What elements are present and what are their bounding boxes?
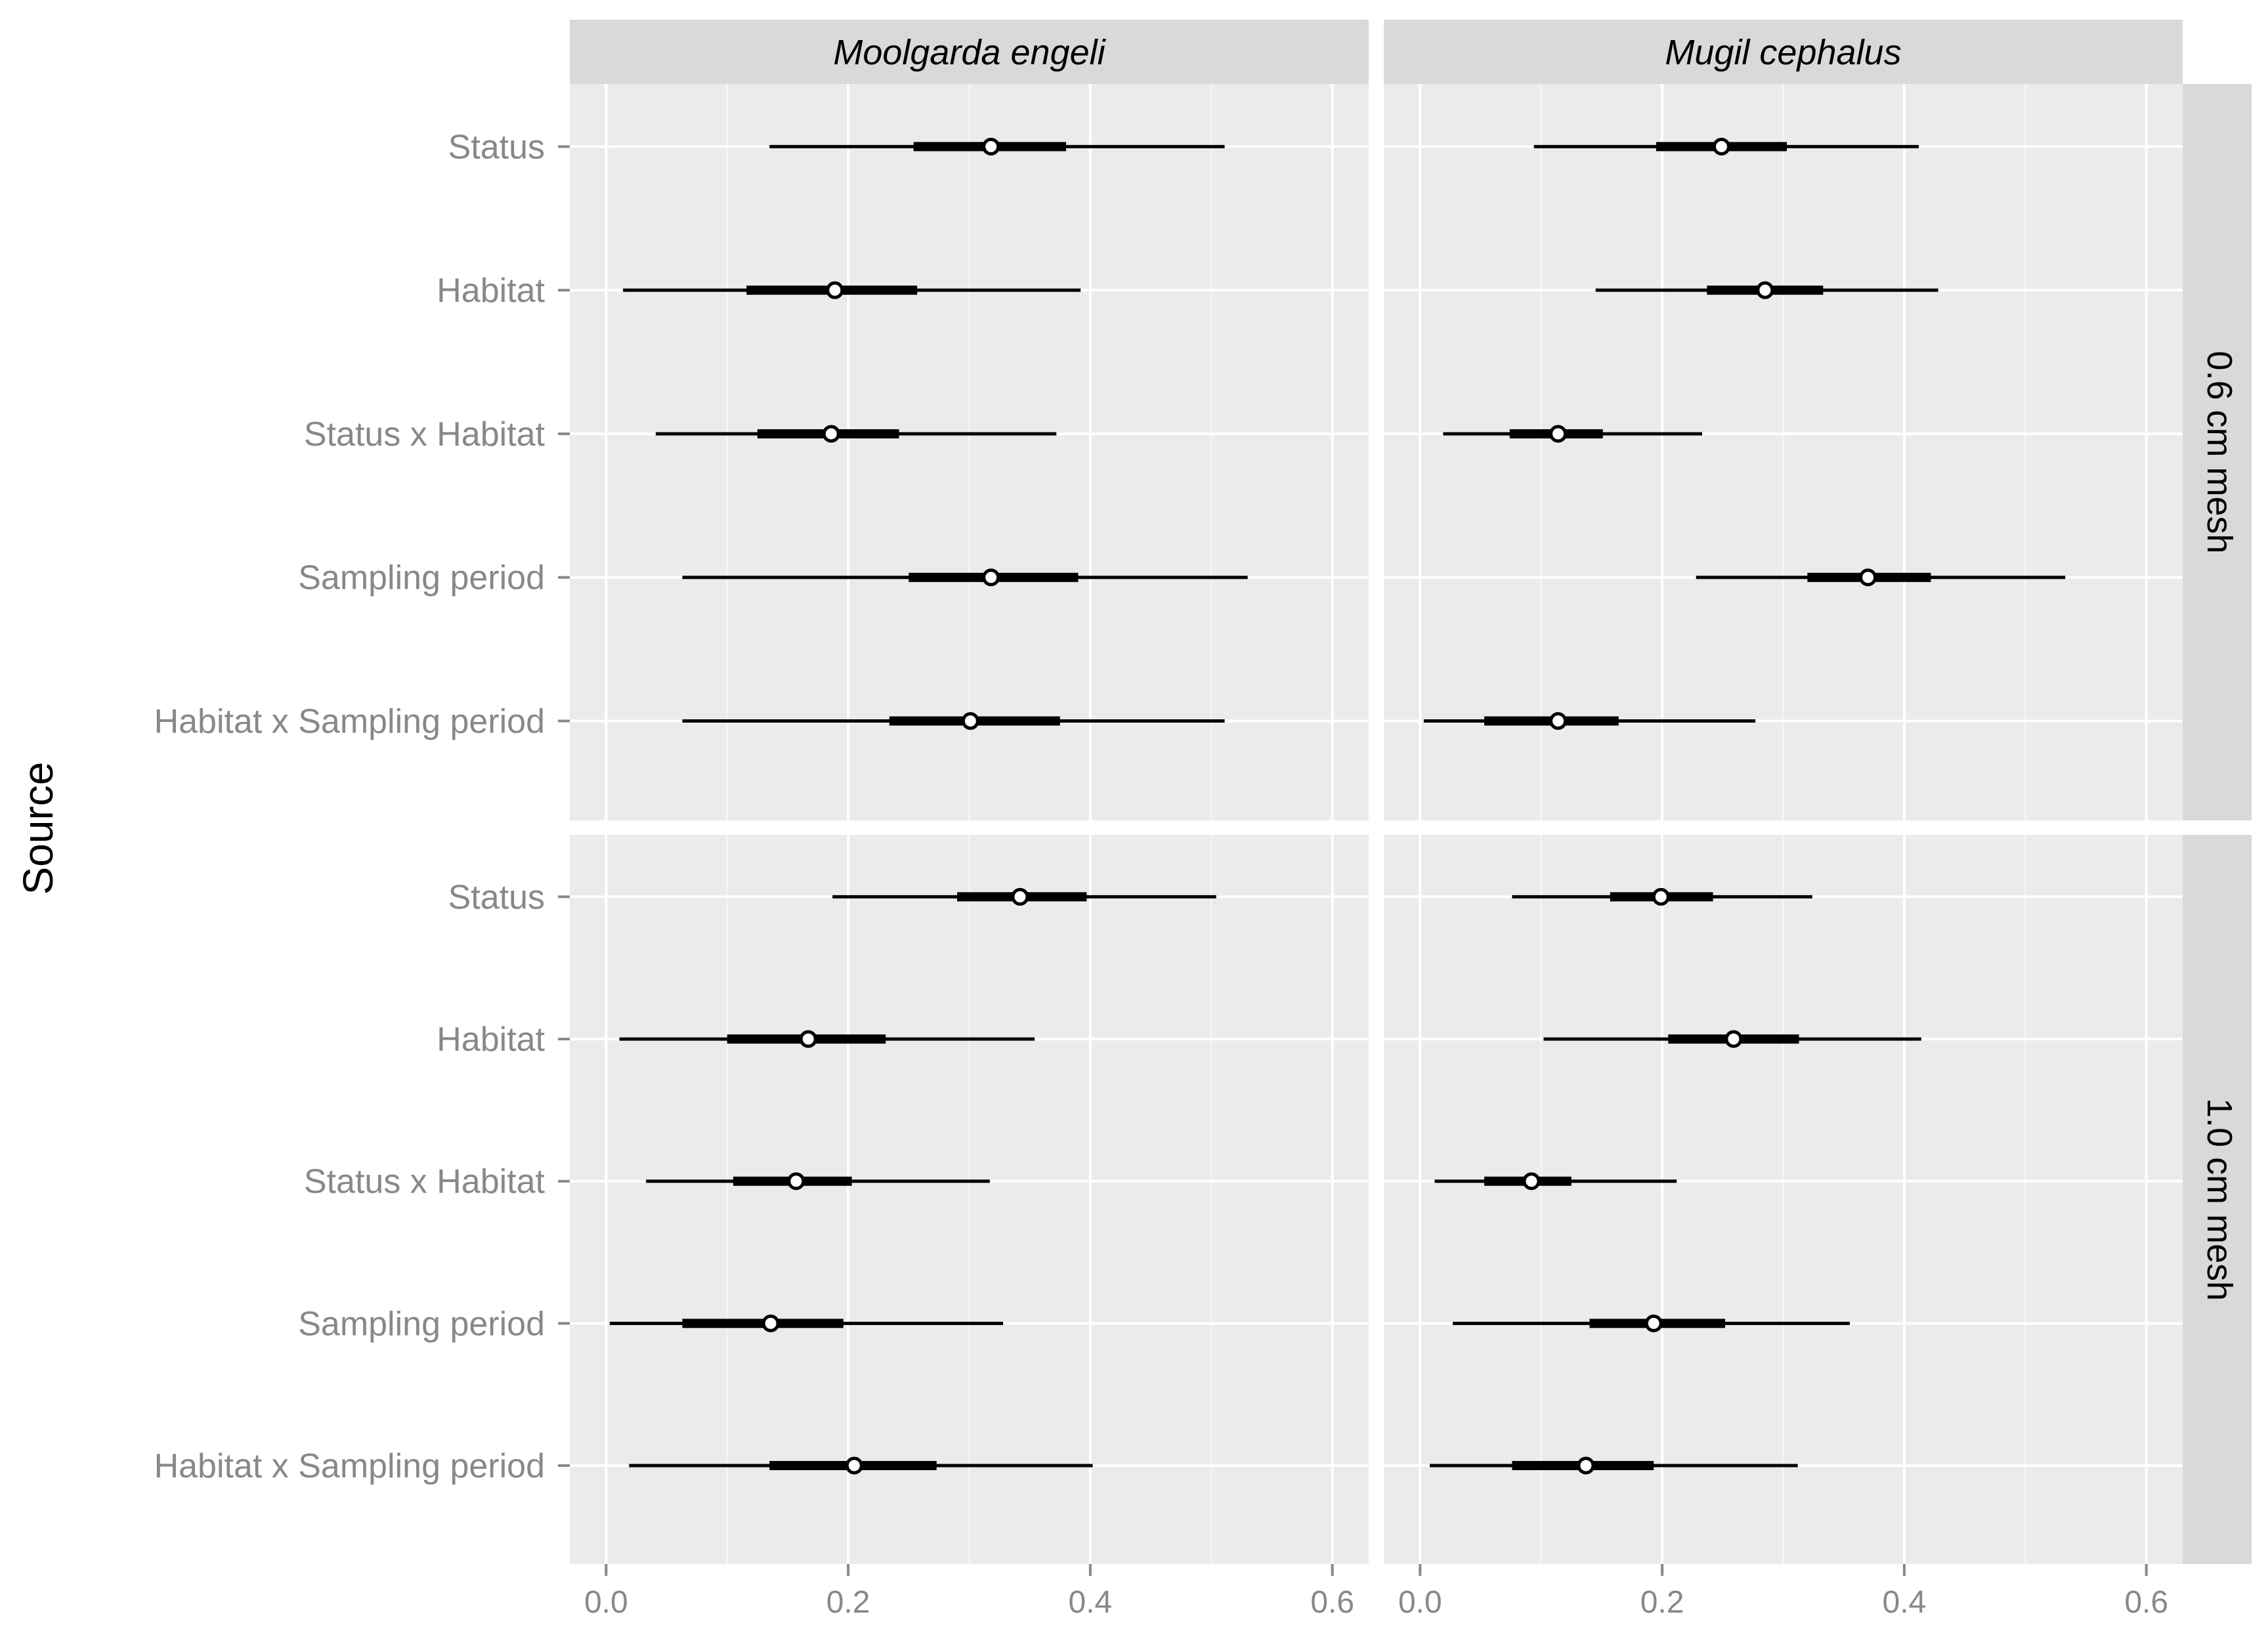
median-point bbox=[961, 712, 979, 730]
x-tick-label: 0.4 bbox=[1069, 1585, 1113, 1620]
column-strip-1 bbox=[570, 20, 1369, 84]
median-point bbox=[1644, 1314, 1663, 1332]
median-point bbox=[1712, 137, 1730, 156]
median-point bbox=[1011, 887, 1029, 906]
panel-2 bbox=[1384, 84, 2183, 820]
panel-3 bbox=[570, 835, 1369, 1564]
y-tick-label: Status x Habitat bbox=[304, 1163, 546, 1201]
median-point bbox=[1549, 425, 1568, 443]
y-tick-label: Sampling period bbox=[298, 1305, 545, 1343]
x-tick-label: 0.4 bbox=[1883, 1585, 1927, 1620]
panel-4 bbox=[1384, 835, 2183, 1564]
median-point bbox=[1522, 1172, 1541, 1191]
panel-1 bbox=[570, 84, 1369, 820]
column-strip-2 bbox=[1384, 20, 2183, 84]
column-strip-label-2: Mugil cephalus bbox=[1665, 33, 1901, 72]
median-point bbox=[1756, 281, 1774, 299]
y-tick-label: Status bbox=[448, 878, 545, 916]
median-point bbox=[1652, 887, 1670, 906]
row-strip-1 bbox=[2183, 84, 2252, 820]
median-point bbox=[1549, 712, 1568, 730]
x-tick-label: 0.0 bbox=[1398, 1585, 1442, 1620]
median-point bbox=[982, 137, 1000, 156]
y-axis-title: Source bbox=[14, 762, 62, 895]
median-point bbox=[787, 1172, 805, 1191]
median-point bbox=[826, 281, 844, 299]
median-point bbox=[1577, 1456, 1595, 1475]
y-tick-label: Habitat bbox=[437, 272, 545, 310]
y-tick-label: Status bbox=[448, 128, 545, 166]
column-strip-label-1: Moolgarda engeli bbox=[833, 33, 1106, 72]
x-tick-label: 0.0 bbox=[584, 1585, 628, 1620]
y-tick-label: Habitat x Sampling period bbox=[154, 1447, 545, 1485]
x-tick-label: 0.2 bbox=[826, 1585, 870, 1620]
median-point bbox=[1859, 568, 1877, 587]
y-tick-label: Habitat x Sampling period bbox=[154, 703, 545, 741]
row-strip-label-1: 0.6 cm mesh bbox=[2200, 350, 2239, 553]
median-point bbox=[799, 1030, 817, 1048]
x-tick-label: 0.2 bbox=[1640, 1585, 1684, 1620]
row-strip-label-2: 1.0 cm mesh bbox=[2200, 1098, 2239, 1301]
median-point bbox=[845, 1456, 863, 1475]
median-point bbox=[982, 568, 1000, 587]
x-tick-label: 0.6 bbox=[2124, 1585, 2168, 1620]
y-tick-label: Habitat bbox=[437, 1021, 545, 1059]
row-strip-2 bbox=[2183, 835, 2252, 1564]
median-point bbox=[761, 1314, 780, 1332]
x-tick-label: 0.6 bbox=[1310, 1585, 1354, 1620]
y-tick-label: Sampling period bbox=[298, 559, 545, 597]
median-point bbox=[1724, 1030, 1743, 1048]
median-point bbox=[822, 425, 840, 443]
y-tick-label: Status x Habitat bbox=[304, 415, 546, 454]
